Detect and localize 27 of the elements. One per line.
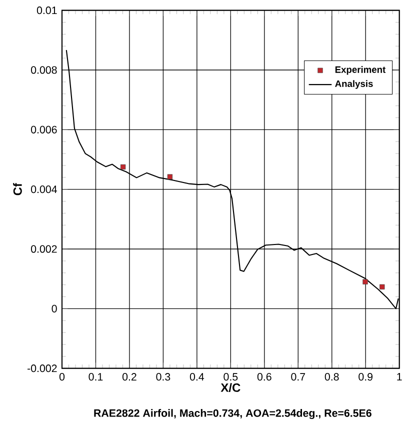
y-tick-label: 0.01 [36, 6, 57, 14]
x-tick-label: 0.9 [358, 373, 372, 381]
y-tick-label: 0.002 [31, 245, 57, 253]
y-tick-label: 0.004 [31, 186, 57, 194]
x-tick-label: 0.3 [156, 373, 170, 381]
x-tick-label: 1 [397, 373, 402, 380]
x-tick-label: 0.8 [324, 373, 339, 381]
text: RAE2822 Airfoil, Mach=0.734, AOA=2.54deg., Re=6.5E6 [94, 409, 372, 420]
y-tick-label: 0.008 [31, 66, 57, 74]
point [167, 174, 173, 180]
y-tick-label: -0.002 [28, 364, 57, 372]
x-tick-label: 0.4 [190, 373, 204, 381]
x-tick-label: 0.6 [257, 373, 272, 381]
y-tick-label: 0 [52, 304, 57, 312]
y-axis-title: Cf [13, 182, 22, 196]
x-axis-title: X/C [220, 383, 240, 392]
y-tick-label: 0.006 [31, 126, 57, 134]
x-tick-label: 0 [59, 373, 65, 381]
legend-label: Experiment [335, 66, 386, 75]
point [380, 284, 385, 290]
x-tick-label: 0.5 [224, 373, 238, 381]
legend-label: Analysis [335, 80, 373, 89]
point [362, 279, 368, 284]
x-tick-label: 0.2 [122, 373, 136, 381]
point [120, 164, 126, 170]
x-tick-label: 0.7 [291, 373, 306, 381]
x-tick-label: 0.1 [88, 373, 103, 381]
